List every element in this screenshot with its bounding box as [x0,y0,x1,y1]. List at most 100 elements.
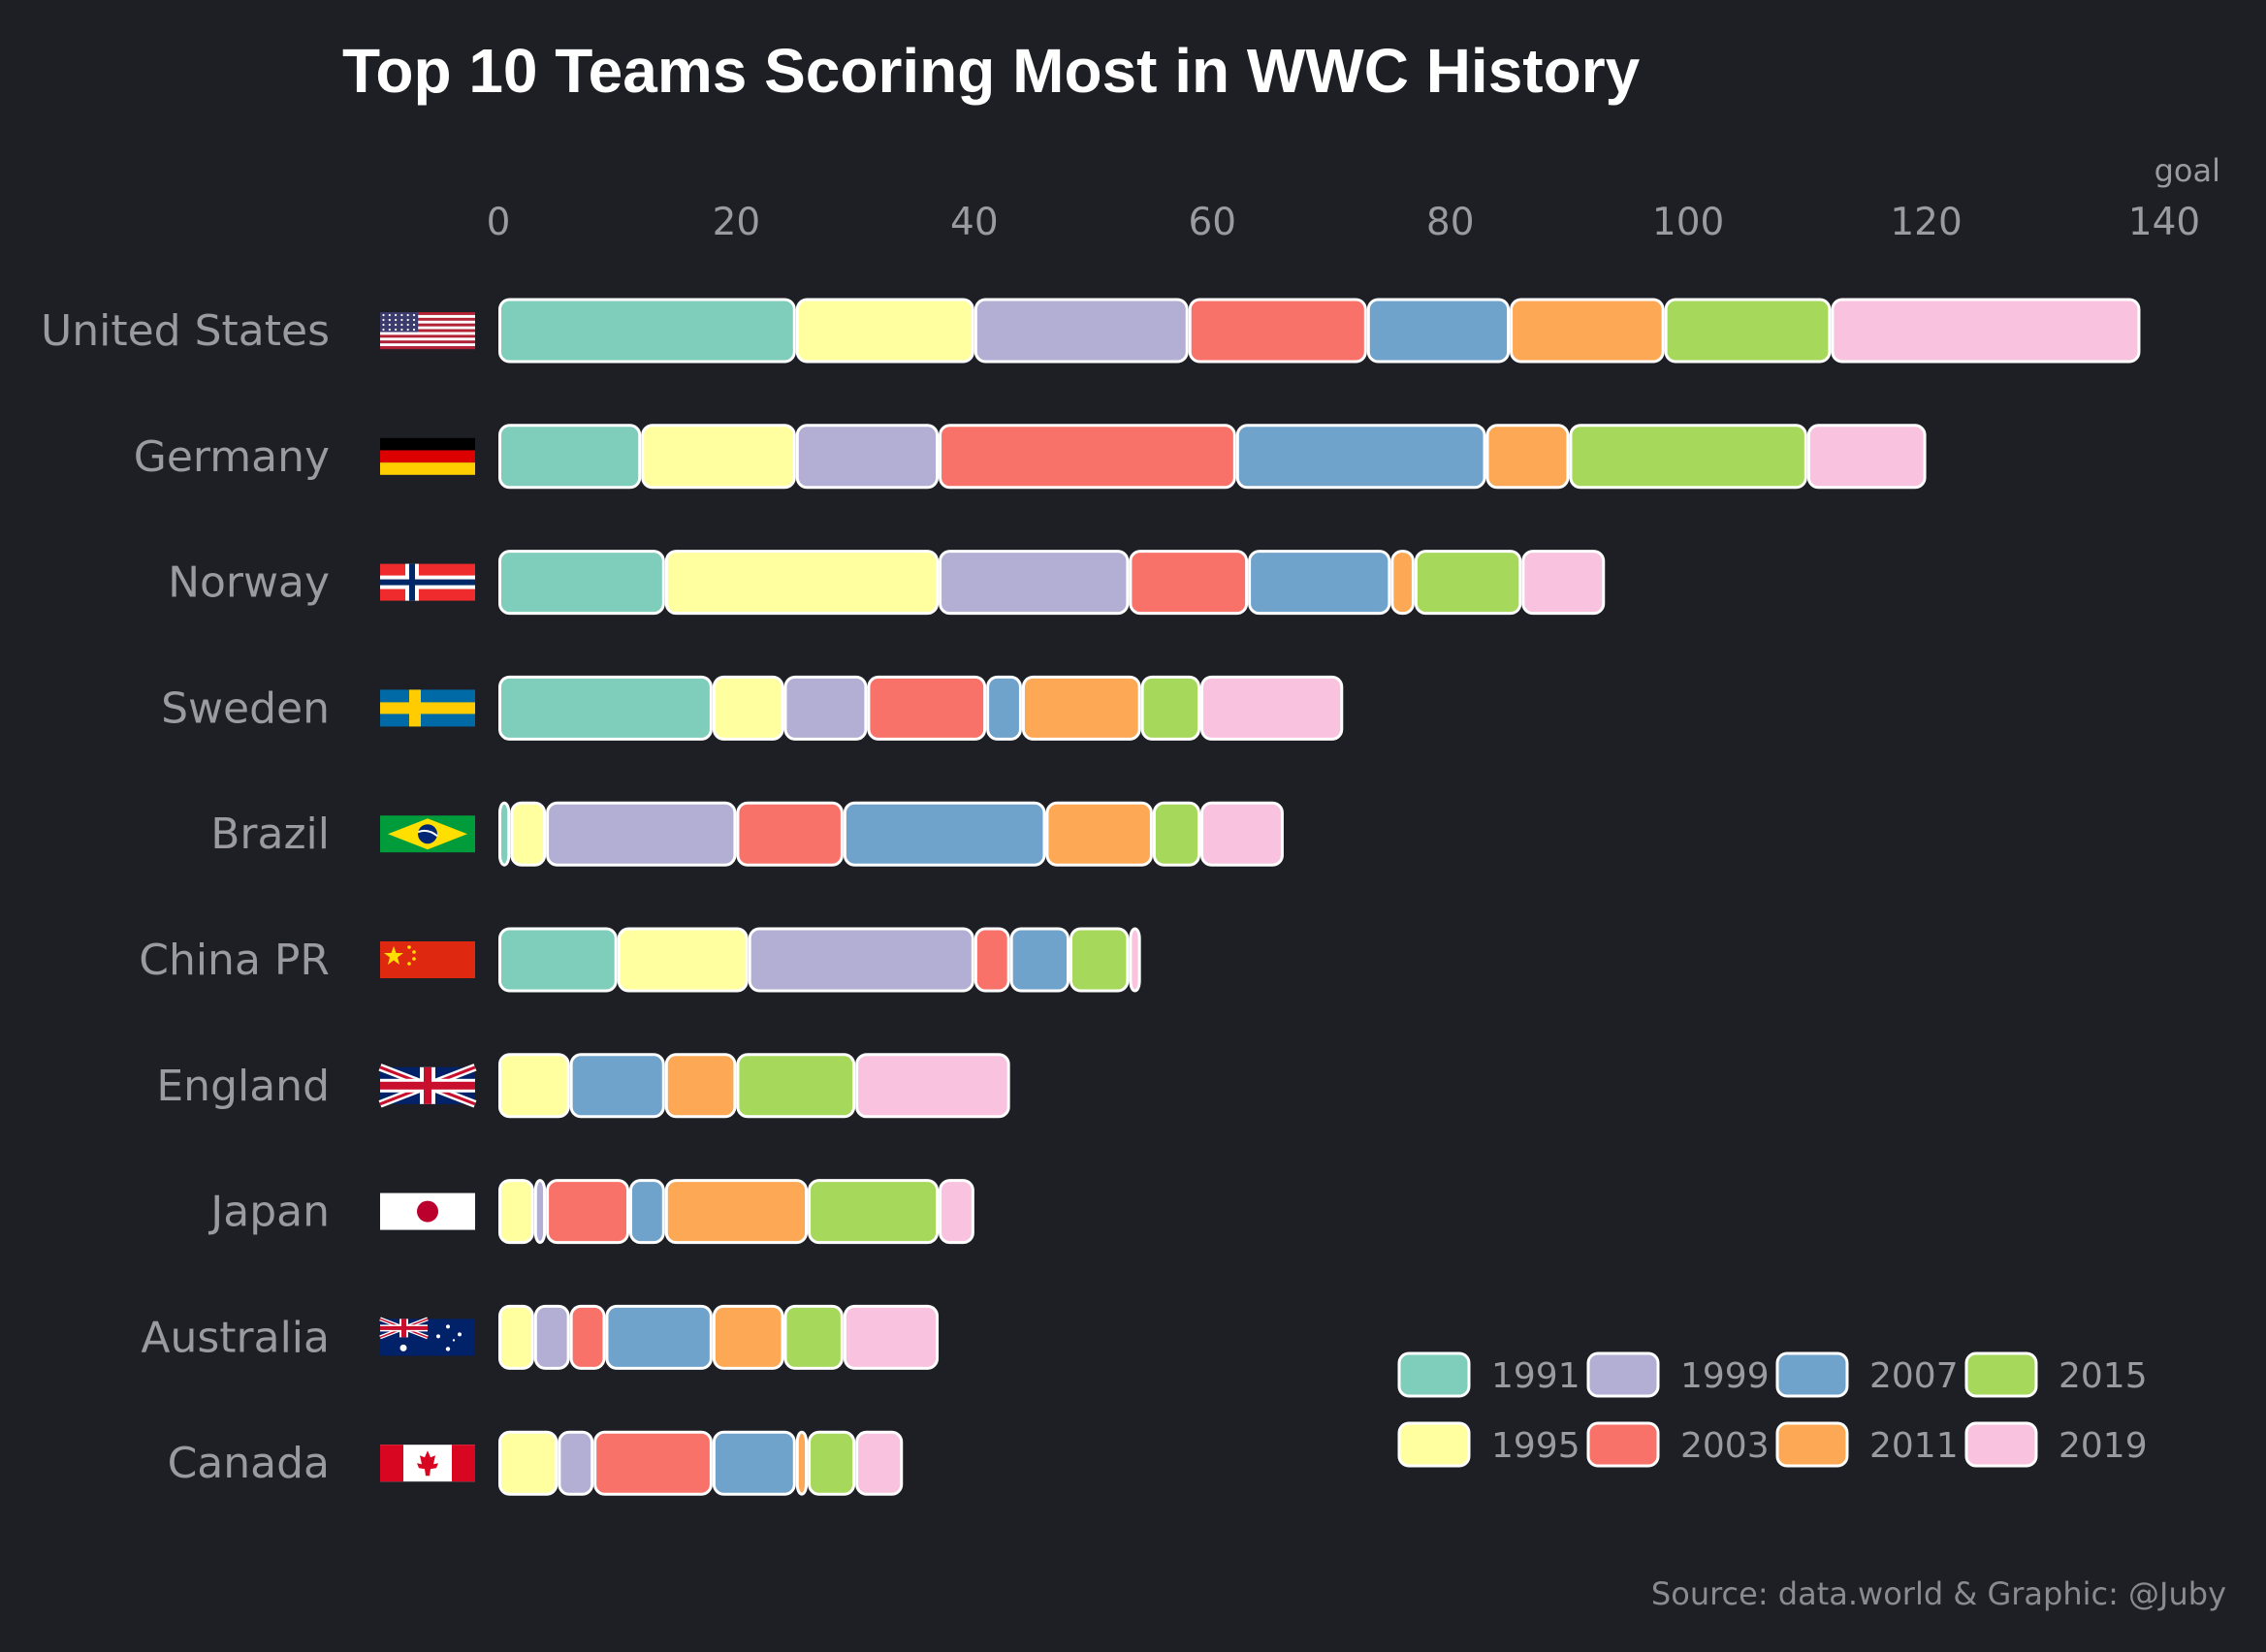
source-caption: Source: data.world & Graphic: @Juby [1651,1575,2226,1612]
bar-segment-1995 [712,675,784,741]
bar-row: Japan [207,1179,974,1245]
bar-segment-1999 [973,298,1189,364]
bar-segment-2003 [736,801,844,867]
bar-segment-2019 [1831,298,2141,364]
bar-segment-2015 [1069,927,1130,993]
bar-segment-1995 [795,298,974,364]
bar-segment-2019 [855,1430,904,1496]
bar-segment-2003 [973,927,1010,993]
category-label: Norway [168,558,330,608]
legend-label: 2011 [1869,1426,1959,1466]
bar-segment-1995 [498,1430,559,1496]
legend-swatch-2015 [1964,1351,2038,1398]
bar-segment-2015 [1664,298,1832,364]
category-label: England [156,1062,330,1111]
bar-row: Brazil [210,801,1284,867]
bar-segment-1995 [641,424,796,490]
bar-segment-2019 [843,1304,940,1370]
legend-label: 2003 [1680,1426,1770,1466]
germany-flag-icon [380,437,475,475]
bar-segment-1995 [664,550,940,616]
bar-row: United States [41,298,2141,364]
bar-segment-2007 [986,675,1022,741]
bar-segment-2007 [712,1430,796,1496]
bar-segment-2019 [1806,424,1927,490]
category-label: Germany [134,432,330,482]
bar-segment-2019 [939,1179,974,1245]
bar-segment-1999 [748,927,974,993]
bar-segment-1991 [498,927,618,993]
bar-segment-2015 [1569,424,1807,490]
bar-segment-2011 [1021,675,1141,741]
bar-segment-1999 [533,1179,547,1245]
brazil-flag-icon [380,815,475,853]
england-flag-icon [378,1064,477,1108]
bar-segment-1995 [498,1304,534,1370]
legend-swatch-2007 [1775,1351,1849,1398]
bar-segment-2019 [1521,550,1606,616]
bar-segment-2007 [843,801,1046,867]
australia-flag-icon [379,1317,475,1356]
bar-segment-2007 [1366,298,1511,364]
bar-segment-2019 [855,1053,1010,1119]
bar-row: Germany [134,424,1927,490]
legend-swatch-2019 [1964,1421,2038,1468]
bar-segment-2003 [1129,550,1249,616]
category-label: United States [41,306,330,356]
category-label: China PR [139,936,330,985]
bar-segment-2007 [569,1053,665,1119]
bar-row: England [156,1053,1010,1119]
bar-segment-2003 [546,1179,629,1245]
bar-segment-2015 [808,1179,940,1245]
legend-label: 2007 [1869,1356,1959,1396]
bar-segment-1999 [533,1304,570,1370]
bar-segment-2015 [783,1304,844,1370]
bar-segment-1999 [783,675,868,741]
x-tick-label: 80 [1426,201,1475,244]
x-tick-label: 0 [487,201,511,244]
bar-segment-1999 [558,1430,594,1496]
bar-segment-2011 [1390,550,1415,616]
bar-segment-2011 [1045,801,1153,867]
legend-label: 2015 [2059,1356,2148,1396]
bar-segment-2007 [605,1304,713,1370]
bar-segment-1999 [546,801,737,867]
bar-row: Sweden [161,675,1344,741]
bar-segment-2019 [1200,801,1284,867]
bar-segment-2007 [628,1179,665,1245]
bar-segment-1995 [617,927,749,993]
chart-title: Top 10 Teams Scoring Most in WWC History [342,36,1641,106]
bar-segment-1995 [498,1053,570,1119]
legend-swatch-1995 [1397,1421,1471,1468]
category-label: Brazil [210,810,330,859]
legend-swatch-1991 [1397,1351,1471,1398]
bar-segment-2007 [1248,550,1391,616]
bar-segment-2015 [1414,550,1522,616]
sweden-flag-icon [380,689,475,727]
bar-segment-2019 [1129,927,1141,993]
legend-label: 1991 [1491,1356,1580,1396]
bar-segment-2015 [1152,801,1201,867]
bar-segment-2003 [593,1430,713,1496]
bar-segment-1991 [498,424,642,490]
x-tick-label: 60 [1188,201,1236,244]
x-tick-label: 40 [950,201,999,244]
bar-segment-1991 [498,801,511,867]
china-flag-icon [380,941,475,978]
bar-segment-1999 [939,550,1130,616]
x-axis-ticks: 0 20 40 60 80 100 120 140 [487,201,2201,244]
us-flag-icon [380,312,475,350]
bar-segment-2007 [1009,927,1070,993]
bar-segment-2011 [1485,424,1570,490]
x-tick-label: 20 [713,201,761,244]
bar-row: Norway [168,550,1606,616]
bar-segment-1991 [498,298,796,364]
bar-segment-2003 [569,1304,606,1370]
legend-label: 2019 [2059,1426,2148,1466]
bar-row: China PR [139,927,1141,993]
legend-label: 1999 [1680,1356,1770,1396]
bar-row: Canada [168,1430,904,1496]
bar-segment-1991 [498,675,713,741]
bar-segment-2015 [808,1430,856,1496]
